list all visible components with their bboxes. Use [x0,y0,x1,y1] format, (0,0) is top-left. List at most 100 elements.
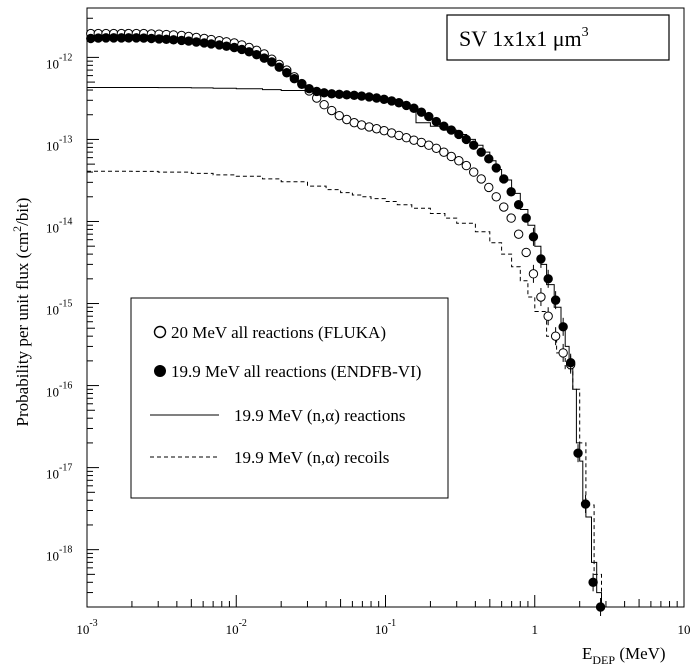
data-point-endfb [146,33,157,44]
y-axis-title-unit: /bit) [13,198,32,226]
data-point-fluka [550,331,561,341]
data-point-fluka [528,269,539,279]
data-point-endfb [454,129,464,140]
data-point-fluka [513,229,524,239]
x-axis-title-text: E [582,644,592,663]
data-point-fluka [319,100,329,110]
x-tick-label-exponent: -2 [239,618,247,629]
y-tick-label: 10-13 [46,134,72,153]
title-box [446,14,670,61]
data-point-fluka [491,192,501,202]
data-point-endfb [229,42,239,53]
data-point-endfb [573,448,583,458]
data-point-endfb [319,88,329,98]
data-point-endfb [476,147,486,157]
chart-title-text: SV 1x1x1 μm [459,26,582,51]
chart-title: SV 1x1x1 μm3 [459,25,589,51]
legend-label: 19.9 MeV all reactions (ENDFB-VI) [171,362,421,381]
y-tick-label-exponent: -12 [59,52,72,63]
data-point-endfb [446,125,457,135]
x-tick-label-base: 10 [226,622,239,637]
data-point-endfb [101,33,111,43]
y-tick-label-base: 10 [46,303,59,318]
data-point-endfb [191,37,202,47]
data-point-fluka [484,182,494,193]
axis-ticks [86,7,685,608]
data-point-fluka [476,174,486,184]
data-point-endfb [274,62,284,72]
data-point-endfb [371,93,382,103]
y-tick-label-exponent: -17 [59,463,72,474]
series-line-recoils [87,170,602,607]
data-point-endfb [528,232,539,242]
x-axis-title-unit: (MeV) [615,644,666,663]
data-point-endfb [259,53,269,63]
data-point-fluka [499,202,509,212]
x-tick-label-base: 1 [532,622,539,637]
legend-label: 19.9 MeV (n,α) recoils [234,448,389,467]
x-tick-label-exponent: -1 [388,618,396,629]
legend-label: 19.9 MeV (n,α) reactions [234,406,405,425]
data-point-endfb [416,107,427,117]
data-point-fluka [558,348,568,358]
data-point-endfb [168,35,179,45]
legend-box [130,297,449,499]
data-point-endfb [379,94,389,105]
x-tick-label: 10 [678,622,691,637]
data-point-endfb [289,73,300,84]
data-point-endfb [424,111,434,122]
y-tick-label-base: 10 [46,549,59,564]
legend-label: 20 MeV all reactions (FLUKA) [171,323,386,342]
data-point-endfb [251,49,262,60]
data-point-endfb [558,322,568,332]
data-point-fluka [326,105,337,116]
y-tick-label-base: 10 [46,138,59,153]
x-tick-label: 10-1 [375,618,396,637]
y-tick-label-base: 10 [46,385,59,400]
data-point-endfb [297,79,307,89]
data-point-fluka [439,147,449,157]
data-point-endfb [312,86,322,97]
data-point-endfb [513,200,524,210]
y-tick-label-exponent: -15 [59,299,72,310]
y-tick-label: 10-12 [46,52,72,71]
data-point-endfb [588,577,598,588]
data-point-endfb [484,154,494,164]
y-tick-label: 10-14 [46,216,72,235]
data-point-endfb [183,36,194,46]
series-points [86,28,606,616]
data-point-endfb [580,499,591,509]
data-point-endfb [109,33,119,43]
data-point-endfb [439,121,449,131]
data-point-endfb [499,174,509,184]
data-point-fluka [543,311,553,321]
y-tick-label-exponent: -13 [59,134,72,145]
data-point-fluka [454,156,464,166]
y-axis-title-superscript: 2 [10,226,24,232]
data-point-endfb [565,357,576,368]
data-point-fluka [446,151,457,162]
x-tick-label: 10-2 [226,618,247,637]
data-point-endfb [461,134,472,145]
data-point-endfb [506,187,516,197]
x-tick-label: 10-3 [76,618,97,637]
data-point-fluka [461,160,472,171]
data-point-fluka [469,167,479,177]
data-point-endfb [543,274,553,284]
x-axis-title-subscript: DEP [592,653,615,667]
y-tick-label-exponent: -18 [59,545,72,556]
data-point-endfb [282,68,292,78]
x-axis-title: EDEP (MeV) [582,644,666,667]
y-tick-label-exponent: -16 [59,381,72,392]
x-tick-label: 1 [532,622,539,637]
data-point-fluka [506,213,516,223]
y-tick-label-base: 10 [46,467,59,482]
data-point-fluka [521,247,531,258]
data-point-endfb [521,213,531,223]
data-point-endfb [221,41,232,51]
data-point-fluka [431,143,442,153]
data-point-fluka [334,110,344,121]
y-tick-label-base: 10 [46,56,59,71]
data-point-endfb [409,103,419,113]
